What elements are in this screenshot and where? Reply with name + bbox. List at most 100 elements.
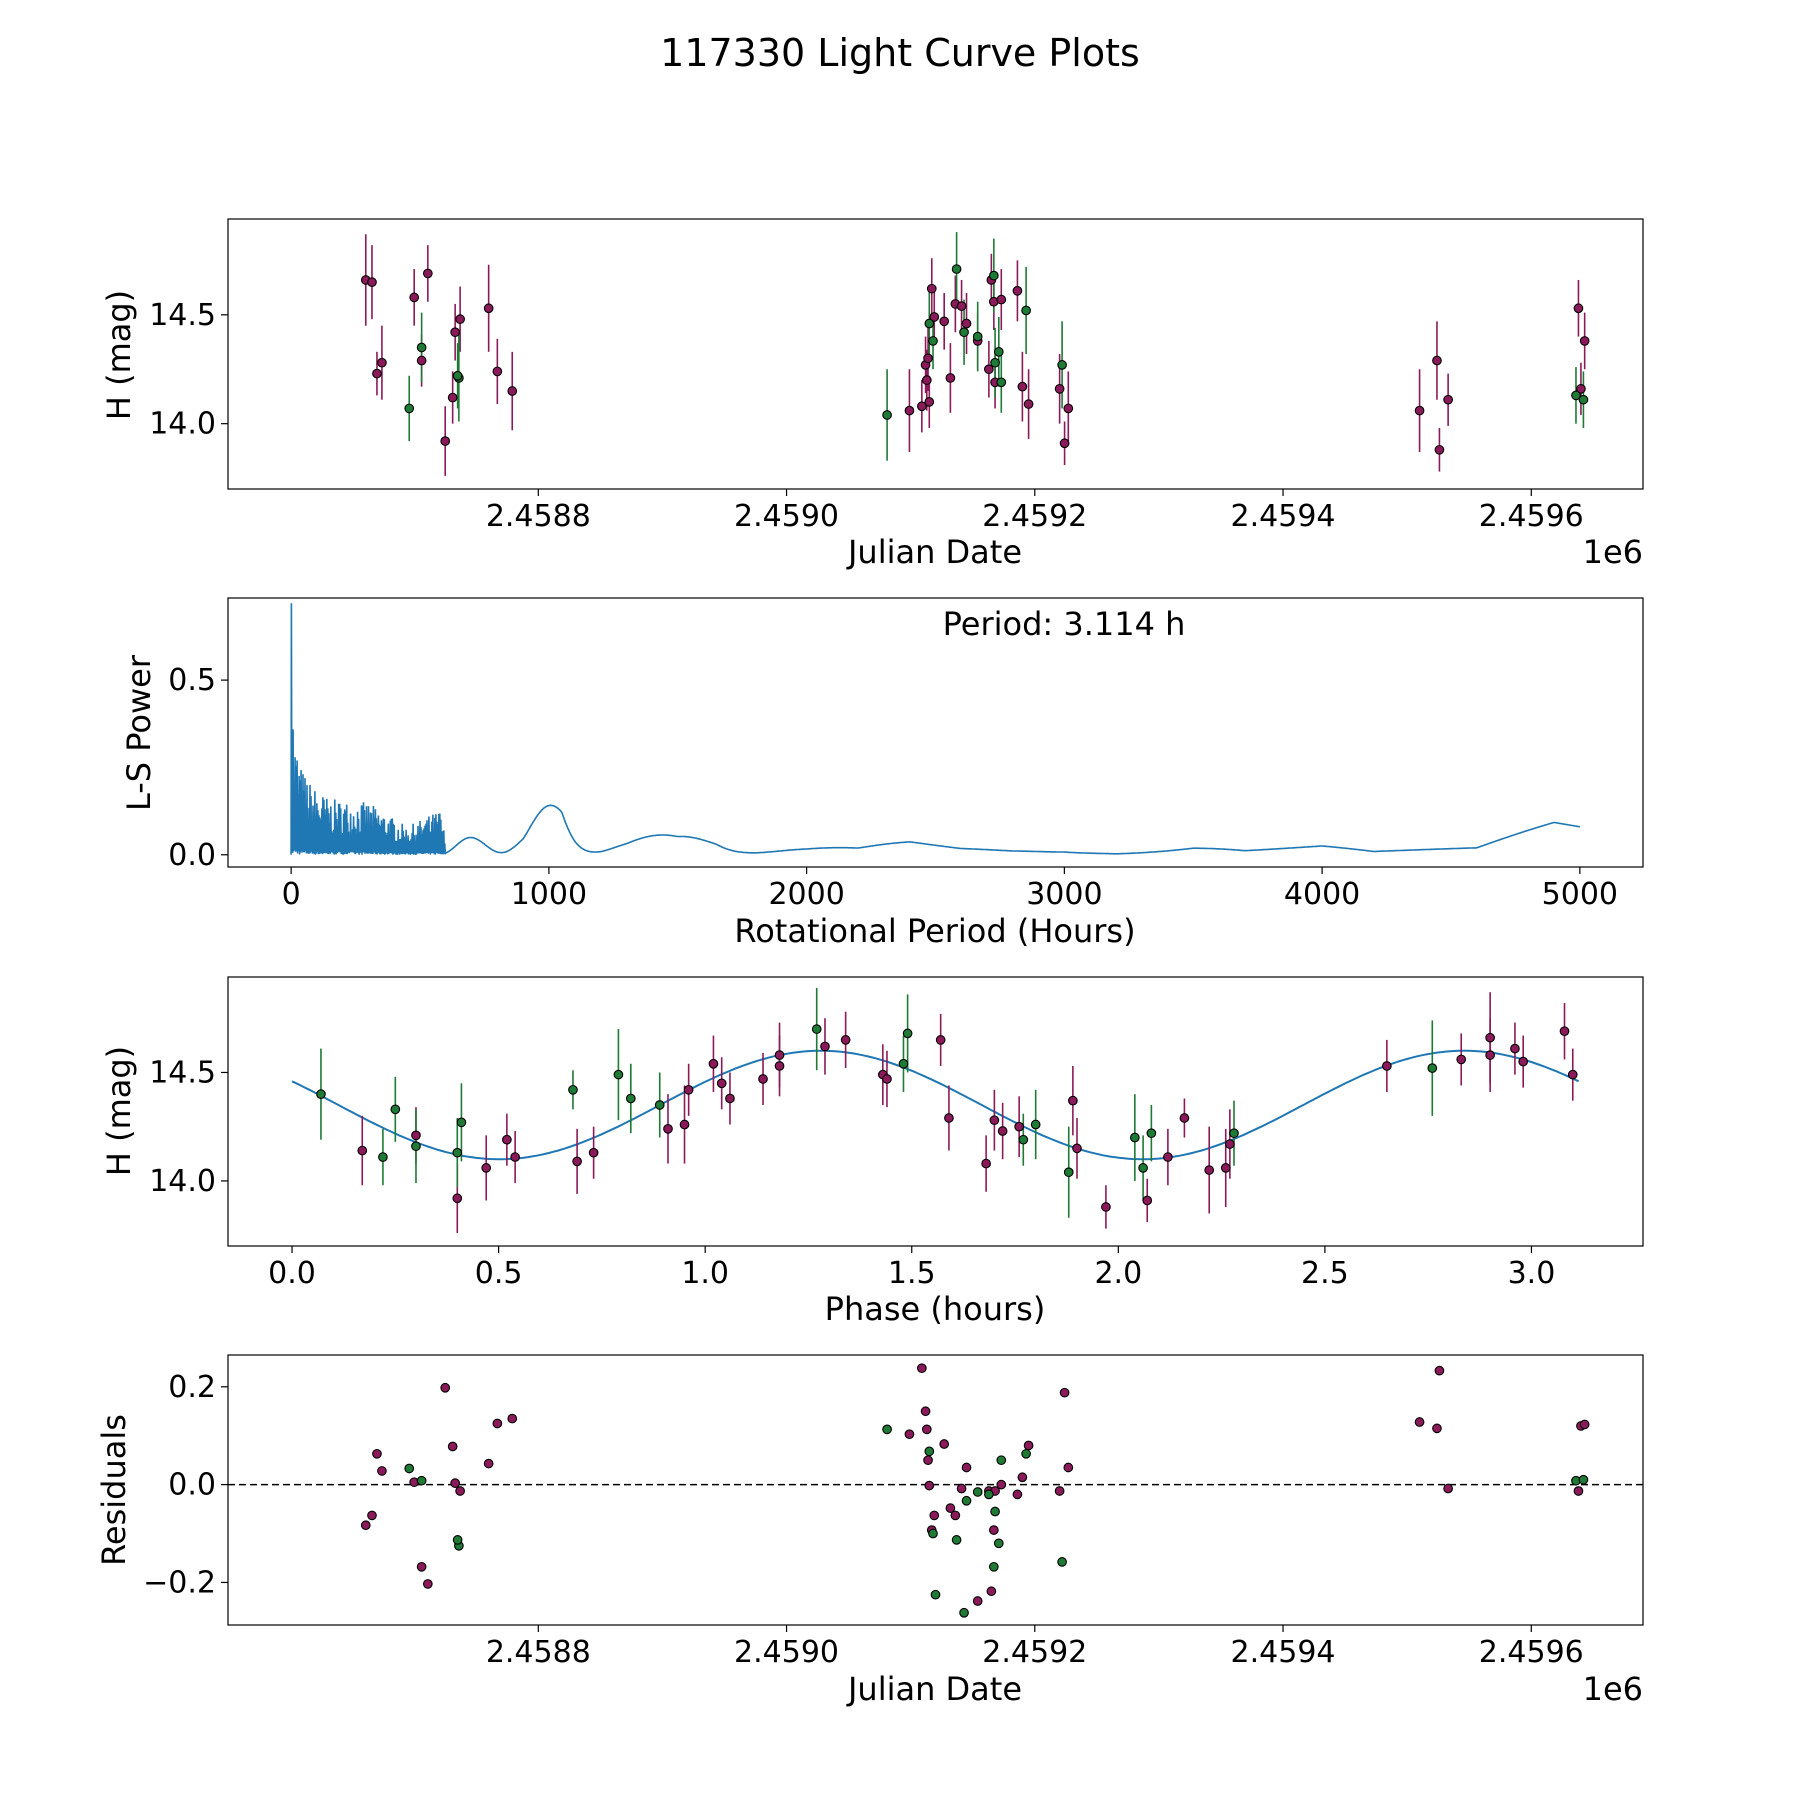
residuals-ytick-label: 0.0 [168,1468,216,1503]
lightcurve-ytick-label: 14.5 [149,298,216,333]
phase-fold-point [1101,1202,1111,1212]
phase-fold-point [1225,1139,1235,1149]
periodogram-panel: Period: 3.114 h L-S Power Rotational Per… [120,597,1644,950]
residuals-point [996,1479,1007,1490]
residuals-point [452,1535,463,1545]
lightcurve-point [951,264,962,274]
phase-fold-panel: H (mag) Phase (hours) 0.0 0.5 1.0 1.5 2.0 2.5… [100,976,1644,1328]
periodogram-xtick-label: 2000 [768,877,844,912]
periodogram-xtick-label: 1000 [511,877,587,912]
phase-fold-point [316,1089,326,1099]
periodogram-power-line [290,603,1581,855]
lightcurve-point [993,346,1004,357]
phase-fold-point [625,1093,636,1104]
phase-fold-point [663,1124,673,1134]
lightcurve-point [367,277,377,287]
phase-fold-point [1559,1026,1570,1037]
periodogram-ytick-label: 0.0 [168,838,216,873]
lightcurve-point [996,294,1007,305]
residuals-point [1017,1472,1028,1483]
lightcurve-point [984,364,994,375]
lightcurve-point [904,405,915,416]
phase-fold-xlabel: Phase (hours) [825,1290,1046,1328]
lightcurve-point [447,392,458,403]
phase-fold-point [411,1130,421,1141]
phase-fold-point [898,1058,909,1069]
phase-fold-point [1014,1121,1025,1132]
residuals-point [377,1466,387,1476]
lightcurve-point [450,327,460,338]
residuals-point [1021,1448,1031,1459]
lightcurve-point [422,268,433,279]
phase-fold-point [902,1028,913,1039]
residuals-point [972,1487,983,1497]
residuals-point [916,1363,927,1374]
phase-fold-point [1146,1128,1157,1139]
residuals-point [951,1535,962,1545]
residuals-point [930,1589,941,1600]
phase-fold-point [935,1035,946,1045]
lightcurve-point [1434,444,1445,455]
periodogram-xtick-label: 4000 [1284,877,1360,912]
phase-fold-xtick-label: 3.0 [1508,1256,1556,1291]
lightcurve-point [1057,360,1067,370]
lightcurve-ylabel: H (mag) [100,290,138,420]
figure-title: 117330 Light Curve Plots [660,31,1140,75]
residuals-xtick-label: 2.4594 [1231,1635,1336,1670]
phase-fold-point [811,1024,822,1034]
phase-fold-axes-frame [227,976,1644,1247]
residuals-point [990,1506,1000,1517]
residuals-point [450,1478,460,1489]
phase-fold-point [882,1074,892,1084]
residuals-point [950,1510,961,1521]
lightcurve-point [1021,305,1031,316]
lightcurve-point [492,366,503,377]
residuals-point [921,1424,932,1435]
residuals-point [1057,1557,1067,1567]
lightcurve-point [923,353,933,364]
phase-fold-ytick-label: 14.5 [149,1055,216,1090]
lightcurve-point [452,370,463,381]
phase-fold-xtick-label: 2.5 [1301,1256,1349,1291]
lightcurve-point [1443,394,1453,405]
residuals-point [1432,1423,1442,1434]
residuals-point [1578,1474,1589,1485]
residuals-point [1434,1365,1445,1376]
phase-fold-point [1068,1095,1078,1106]
lightcurve-point [945,373,956,383]
phase-fold-point [1485,1032,1495,1043]
periodogram-xtick-label: 3000 [1026,877,1102,912]
phase-fold-point [390,1104,401,1115]
phase-fold-point [378,1152,388,1162]
phase-fold-point [1138,1163,1148,1173]
lightcurve-point [929,312,940,322]
lightcurve-point [404,403,415,414]
residuals-point [1579,1419,1590,1430]
lightcurve-point [1576,383,1586,394]
lightcurve-point [1414,405,1425,416]
phase-fold-point [774,1061,785,1071]
phase-fold-point [944,1113,954,1123]
lightcurve-point [996,377,1007,388]
periodogram-annotation: Period: 3.114 h [943,605,1186,643]
residuals-point [416,1475,427,1486]
phase-fold-point [1063,1167,1074,1178]
residuals-point [422,1579,433,1589]
residuals-point [440,1382,451,1393]
phase-fold-point [1204,1165,1215,1175]
residuals-point [1573,1486,1584,1496]
residuals-xtick-label: 2.4592 [982,1635,1087,1670]
lightcurve-point [1023,399,1034,409]
residuals-point [945,1503,956,1513]
lightcurve-point [1578,394,1589,405]
phase-fold-point [654,1100,665,1110]
residuals-ytick-label: 0.2 [168,1370,216,1405]
lightcurve-point [916,401,927,412]
residuals-point [1012,1489,1023,1500]
lightcurve-point [372,368,382,379]
residuals-point [923,1455,933,1466]
residuals-point [959,1607,969,1618]
phase-fold-point [758,1074,768,1084]
phase-fold-point [1179,1113,1190,1123]
